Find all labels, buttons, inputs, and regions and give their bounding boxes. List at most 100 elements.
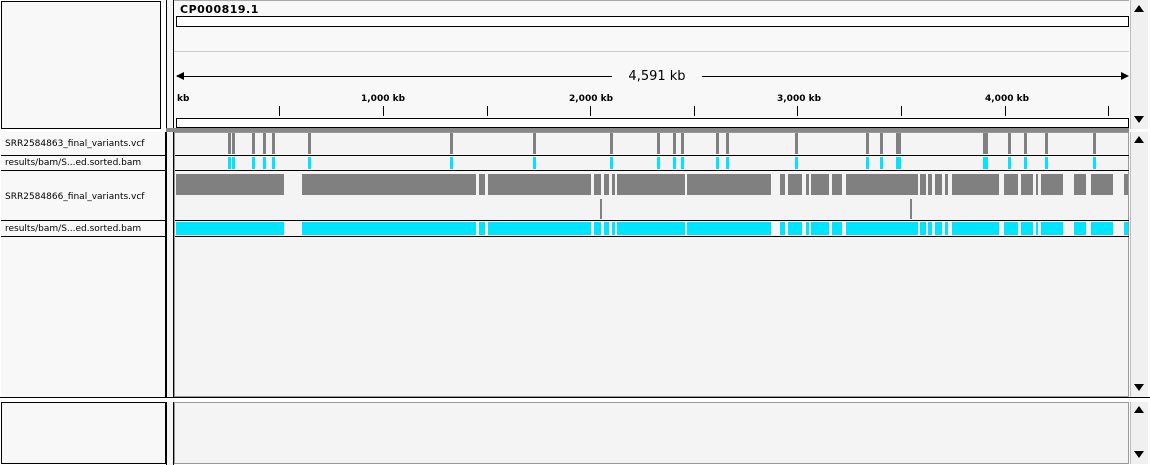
panel-separator[interactable] <box>0 397 1150 402</box>
coverage-marker[interactable] <box>533 157 536 169</box>
variant-block[interactable] <box>1036 174 1038 195</box>
coverage-block[interactable] <box>1124 222 1128 235</box>
variant-marker[interactable] <box>681 133 684 154</box>
coverage-marker[interactable] <box>657 157 660 169</box>
variant-marker[interactable] <box>450 133 453 154</box>
data-panel[interactable] <box>174 132 1129 397</box>
variant-block[interactable] <box>952 174 999 195</box>
coverage-block[interactable] <box>1041 222 1063 235</box>
variant-block[interactable] <box>935 174 942 195</box>
variant-marker[interactable] <box>716 133 719 154</box>
variant-marker[interactable] <box>898 133 901 154</box>
variant-block[interactable] <box>1074 174 1086 195</box>
coverage-marker[interactable] <box>450 157 453 169</box>
coverage-marker[interactable] <box>308 157 311 169</box>
variant-block[interactable] <box>928 174 932 195</box>
coverage-block[interactable] <box>488 222 591 235</box>
variant-block[interactable] <box>687 174 771 195</box>
variant-marker[interactable] <box>1093 133 1096 154</box>
scroll-up-icon[interactable] <box>1134 406 1144 413</box>
variant-block[interactable] <box>832 174 842 195</box>
variant-marker[interactable] <box>1045 133 1048 154</box>
coverage-marker[interactable] <box>983 157 986 169</box>
variant-block[interactable] <box>806 174 809 195</box>
coverage-marker[interactable] <box>610 157 613 169</box>
coverage-block[interactable] <box>846 222 918 235</box>
variant-block[interactable] <box>1091 174 1113 195</box>
coverage-marker[interactable] <box>252 157 255 169</box>
coverage-block[interactable] <box>479 222 485 235</box>
coverage-block[interactable] <box>920 222 926 235</box>
coverage-block[interactable] <box>1074 222 1086 235</box>
variant-block[interactable] <box>811 174 829 195</box>
variant-block[interactable] <box>780 174 785 195</box>
coverage-block[interactable] <box>806 222 809 235</box>
variant-marker[interactable] <box>726 133 729 154</box>
coverage-block[interactable] <box>612 222 615 235</box>
variant-marker[interactable] <box>533 133 536 154</box>
coverage-block[interactable] <box>176 222 284 235</box>
track-name[interactable]: SRR2584863_final_variants.vcf <box>5 139 145 149</box>
coverage-block[interactable] <box>935 222 942 235</box>
coverage-block[interactable] <box>945 222 948 235</box>
coverage-marker[interactable] <box>228 157 231 169</box>
coverage-marker[interactable] <box>795 157 798 169</box>
coverage-block[interactable] <box>788 222 802 235</box>
coverage-block[interactable] <box>687 222 771 235</box>
variant-marker[interactable] <box>866 133 869 154</box>
variant-block[interactable] <box>479 174 485 195</box>
coverage-marker[interactable] <box>1093 157 1096 169</box>
variant-marker[interactable] <box>610 133 613 154</box>
coverage-marker[interactable] <box>1024 157 1027 169</box>
coverage-marker[interactable] <box>866 157 869 169</box>
variant-marker[interactable] <box>910 199 912 219</box>
data-scrollbar[interactable] <box>1130 132 1148 397</box>
coverage-marker[interactable] <box>716 157 719 169</box>
track-name[interactable]: results/bam/S...ed.sorted.bam <box>5 158 142 168</box>
coverage-block[interactable] <box>617 222 685 235</box>
coverage-marker[interactable] <box>726 157 729 169</box>
coverage-block[interactable] <box>1036 222 1038 235</box>
variant-marker[interactable] <box>1024 133 1027 154</box>
feature-scrollbar[interactable] <box>1130 402 1148 464</box>
coverage-marker[interactable] <box>1008 157 1011 169</box>
coverage-marker[interactable] <box>263 157 266 169</box>
variant-marker[interactable] <box>985 133 988 154</box>
header-scrollbar[interactable] <box>1130 0 1148 129</box>
divider-strip[interactable] <box>167 0 173 465</box>
variant-marker[interactable] <box>896 133 899 154</box>
variant-block[interactable] <box>920 174 926 195</box>
chromosome-ideogram[interactable] <box>176 16 1129 27</box>
variant-block[interactable] <box>1041 174 1063 195</box>
variant-block[interactable] <box>1124 174 1128 195</box>
variant-marker[interactable] <box>272 133 275 154</box>
variant-marker[interactable] <box>232 133 235 154</box>
variant-marker[interactable] <box>673 133 676 154</box>
coverage-marker[interactable] <box>1045 157 1048 169</box>
coverage-block[interactable] <box>302 222 476 235</box>
variant-block[interactable] <box>945 174 948 195</box>
coverage-block[interactable] <box>780 222 785 235</box>
scroll-up-icon[interactable] <box>1134 136 1144 143</box>
variant-marker[interactable] <box>600 199 602 219</box>
track-name[interactable]: SRR2584866_final_variants.vcf <box>5 192 145 202</box>
coverage-block[interactable] <box>604 222 609 235</box>
variant-block[interactable] <box>604 174 609 195</box>
variant-block[interactable] <box>1004 174 1018 195</box>
feature-panel[interactable] <box>174 402 1129 464</box>
variant-marker[interactable] <box>795 133 798 154</box>
coverage-marker[interactable] <box>985 157 988 169</box>
variant-block[interactable] <box>846 174 918 195</box>
coverage-block[interactable] <box>1021 222 1033 235</box>
coverage-marker[interactable] <box>898 157 901 169</box>
variant-marker[interactable] <box>983 133 986 154</box>
variant-marker[interactable] <box>252 133 255 154</box>
coverage-marker[interactable] <box>681 157 684 169</box>
coverage-marker[interactable] <box>880 157 883 169</box>
variant-block[interactable] <box>302 174 476 195</box>
variant-block[interactable] <box>788 174 802 195</box>
variant-block[interactable] <box>488 174 591 195</box>
coverage-marker[interactable] <box>896 157 899 169</box>
variant-marker[interactable] <box>880 133 883 154</box>
variant-block[interactable] <box>176 174 284 195</box>
